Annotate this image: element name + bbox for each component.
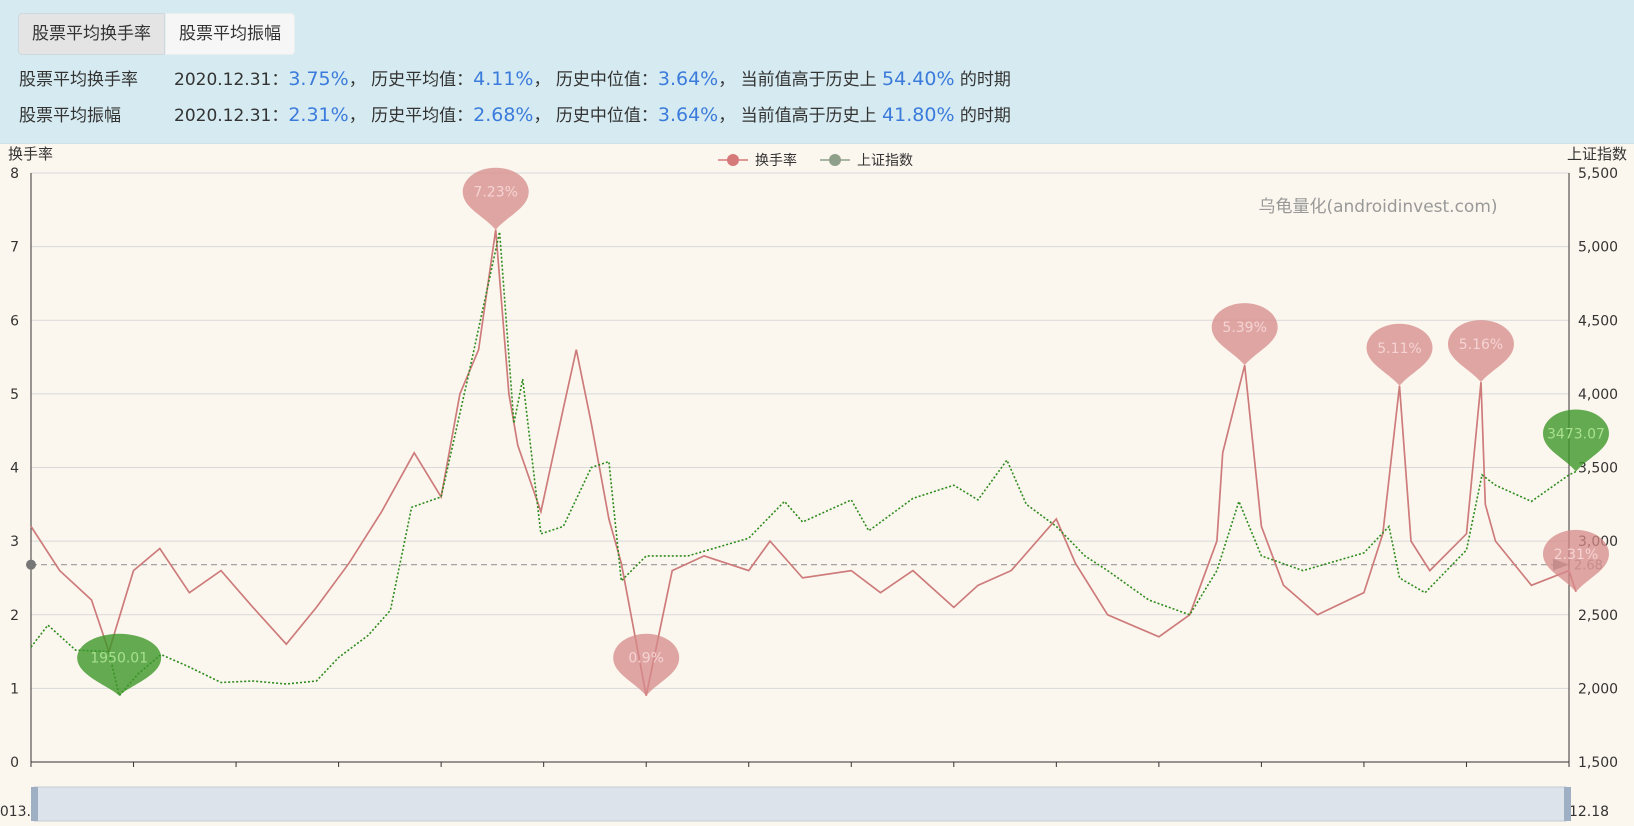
- tab-bar: 股票平均换手率 股票平均振幅: [18, 13, 295, 55]
- y-left-tick-label: 6: [10, 313, 19, 329]
- legend-label: 上证指数: [857, 153, 913, 169]
- stat-average-value: 4.11%: [473, 68, 534, 90]
- index-line: [30, 231, 1577, 698]
- stat-median-value: 3.64%: [657, 104, 719, 126]
- stat-text: ， 当前值高于历史上: [718, 106, 883, 126]
- turnover-marker: 5.11%: [1366, 323, 1433, 386]
- y-right-tick-label: 4,000: [1578, 387, 1618, 403]
- marker-pin: [77, 633, 162, 696]
- average-start-dot: [26, 559, 36, 570]
- stat-name: 股票平均换手率: [19, 70, 138, 90]
- marker-pin: [1366, 323, 1433, 386]
- average-line: 2.68: [26, 558, 1603, 574]
- markers: 7.23% 0.9% 5.39% 5.11% 5.16% 2.31% 1950.01 3473…: [77, 167, 1609, 696]
- zoom-track: [33, 786, 1567, 822]
- stat-text: ：: [271, 70, 289, 90]
- legend[interactable]: 换手率 上证指数: [718, 152, 913, 169]
- watermark: 乌龟量化(androidinvest.com): [1258, 197, 1497, 217]
- turnover-marker: 2.31%: [1542, 529, 1609, 592]
- marker-label: 3473.07: [1547, 426, 1605, 442]
- stat-percentile-value: 41.80%: [882, 104, 955, 126]
- marker-pin: [1211, 303, 1278, 366]
- stat-text: ：: [271, 106, 289, 126]
- stat-date: 2020.12.31: [174, 106, 272, 126]
- y-right-tick-label: 2,500: [1578, 608, 1618, 624]
- index-marker: 3473.07: [1542, 409, 1609, 472]
- turnover-marker: 0.9%: [613, 633, 680, 696]
- turnover-marker: 5.39%: [1211, 303, 1278, 366]
- stat-row-turnover: 股票平均换手率 2020.12.31：3.75%， 历史平均值：4.11%， 历史…: [19, 65, 1011, 90]
- zoom-handle-left: [31, 787, 38, 821]
- stat-current-value: 2.31%: [288, 104, 349, 126]
- marker-label: 7.23%: [473, 185, 517, 201]
- stat-text: 的时期: [954, 70, 1011, 90]
- stat-text: ， 历史中位值：: [533, 70, 658, 90]
- y-left-tick-label: 2: [10, 608, 19, 624]
- stat-median-value: 3.64%: [657, 68, 719, 90]
- tab-turnover[interactable]: 股票平均换手率: [18, 13, 165, 55]
- legend-symbol: [727, 154, 739, 166]
- y-left-tick-label: 7: [10, 240, 19, 256]
- marker-label: 0.9%: [628, 651, 664, 667]
- stat-average-value: 2.68%: [473, 104, 534, 126]
- marker-pin: [1542, 529, 1609, 592]
- marker-label: 5.16%: [1459, 337, 1503, 353]
- y-right-tick-label: 4,500: [1578, 313, 1618, 329]
- zoom-handle-right: [1564, 787, 1571, 821]
- stat-name: 股票平均振幅: [19, 106, 121, 126]
- stat-text: 的时期: [954, 106, 1011, 126]
- y-right-tick-label: 2,000: [1578, 681, 1618, 697]
- y-left-tick-label: 1: [10, 681, 19, 697]
- stat-percentile-value: 54.40%: [882, 68, 955, 90]
- y-right-tick-label: 3,500: [1578, 461, 1618, 477]
- stat-text: ， 当前值高于历史上: [718, 70, 883, 90]
- legend-symbol: [829, 154, 841, 166]
- legend-label: 换手率: [755, 152, 797, 169]
- grid: [31, 172, 1569, 763]
- stats-panel: 股票平均换手率 股票平均振幅 股票平均换手率 2020.12.31：3.75%， …: [0, 0, 1634, 144]
- turnover-chart: 换手率 上证指数 乌龟量化(androidinvest.com) 0 1 2 3 4 5 6…: [0, 145, 1627, 822]
- y-left-tick-label: 5: [10, 387, 19, 403]
- marker-pin: [613, 633, 680, 696]
- marker-label: 1950.01: [90, 651, 148, 667]
- turnover-line: [30, 229, 1577, 696]
- y-right-tick-label: 1,500: [1578, 755, 1618, 771]
- stat-current-value: 3.75%: [288, 68, 349, 90]
- series-lines: [30, 229, 1577, 698]
- y-left-tick-label: 3: [10, 534, 19, 550]
- left-axis-label: 换手率: [8, 145, 53, 163]
- marker-label: 5.11%: [1377, 341, 1421, 357]
- y-left-tick-label: 4: [10, 461, 19, 477]
- stat-row-amplitude: 股票平均振幅 2020.12.31：2.31%， 历史平均值：2.68%， 历史中…: [19, 101, 1011, 126]
- right-axis-label: 上证指数: [1567, 145, 1627, 163]
- axes: 0123456781,5002,0002,5003,0003,5004,0004…: [0, 166, 1618, 820]
- stat-text: ， 历史平均值：: [348, 70, 474, 90]
- marker-pin: [1542, 409, 1609, 472]
- marker-pin: [462, 167, 529, 230]
- data-zoom-slider[interactable]: [31, 786, 1571, 822]
- turnover-marker: 7.23%: [462, 167, 529, 230]
- marker-label: 2.31%: [1554, 547, 1598, 563]
- y-right-tick-label: 5,000: [1578, 240, 1618, 256]
- stat-date: 2020.12.31: [174, 70, 272, 90]
- marker-label: 5.39%: [1222, 320, 1266, 336]
- y-right-tick-label: 5,500: [1578, 166, 1618, 182]
- turnover-marker: 5.16%: [1447, 320, 1514, 383]
- stat-text: ， 历史平均值：: [348, 106, 474, 126]
- y-left-tick-label: 8: [10, 166, 19, 182]
- marker-pin: [1447, 320, 1514, 383]
- tab-amplitude[interactable]: 股票平均振幅: [165, 13, 295, 55]
- y-left-tick-label: 0: [10, 755, 19, 771]
- stat-text: ， 历史中位值：: [533, 106, 658, 126]
- index-marker: 1950.01: [77, 633, 162, 696]
